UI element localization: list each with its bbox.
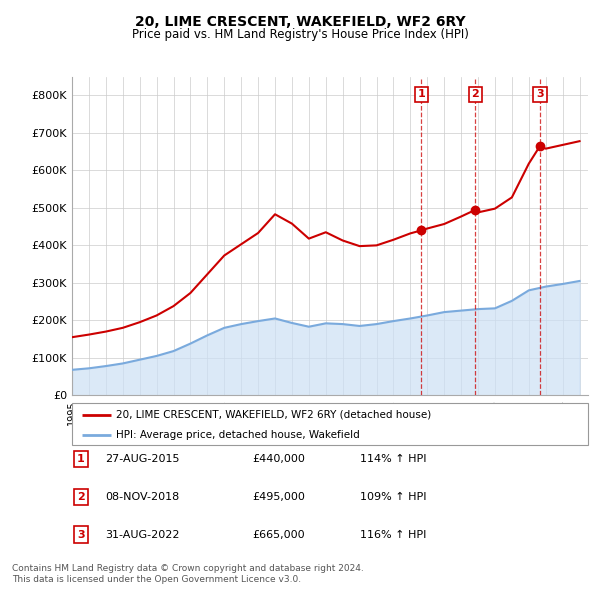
Text: 114% ↑ HPI: 114% ↑ HPI (360, 454, 427, 464)
Text: Contains HM Land Registry data © Crown copyright and database right 2024.: Contains HM Land Registry data © Crown c… (12, 565, 364, 573)
Text: £495,000: £495,000 (252, 492, 305, 502)
Text: 1: 1 (77, 454, 85, 464)
Text: Price paid vs. HM Land Registry's House Price Index (HPI): Price paid vs. HM Land Registry's House … (131, 28, 469, 41)
Text: 31-AUG-2022: 31-AUG-2022 (105, 530, 179, 539)
Text: 2: 2 (472, 90, 479, 100)
Text: 20, LIME CRESCENT, WAKEFIELD, WF2 6RY (detached house): 20, LIME CRESCENT, WAKEFIELD, WF2 6RY (d… (116, 410, 431, 420)
FancyBboxPatch shape (72, 403, 588, 445)
Text: 08-NOV-2018: 08-NOV-2018 (105, 492, 179, 502)
Text: This data is licensed under the Open Government Licence v3.0.: This data is licensed under the Open Gov… (12, 575, 301, 584)
Text: 2: 2 (77, 492, 85, 502)
Text: 109% ↑ HPI: 109% ↑ HPI (360, 492, 427, 502)
Text: HPI: Average price, detached house, Wakefield: HPI: Average price, detached house, Wake… (116, 430, 359, 440)
Text: £440,000: £440,000 (252, 454, 305, 464)
Text: 20, LIME CRESCENT, WAKEFIELD, WF2 6RY: 20, LIME CRESCENT, WAKEFIELD, WF2 6RY (134, 15, 466, 29)
Text: 3: 3 (536, 90, 544, 100)
Text: 116% ↑ HPI: 116% ↑ HPI (360, 530, 427, 539)
Text: 3: 3 (77, 530, 85, 539)
Text: 1: 1 (418, 90, 425, 100)
Text: 27-AUG-2015: 27-AUG-2015 (105, 454, 179, 464)
Text: £665,000: £665,000 (252, 530, 305, 539)
